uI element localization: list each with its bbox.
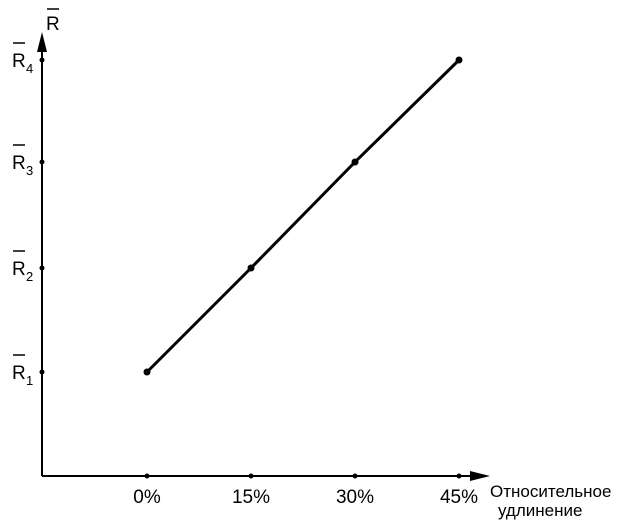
y-axis-title-text: R (46, 14, 60, 35)
y-tick-mark (39, 369, 45, 375)
y-axis-title: R (46, 8, 60, 35)
y-tick-label-text: R (12, 51, 26, 72)
x-axis-title-line: Относительное (490, 482, 611, 501)
y-tick-label-sub: 3 (26, 163, 33, 178)
y-tick-mark (39, 57, 45, 63)
y-tick-label-sub: 4 (26, 61, 33, 76)
x-tick-label: 0% (133, 487, 161, 508)
x-axis-arrow (470, 471, 490, 481)
data-point (143, 368, 151, 376)
x-tick-mark (144, 473, 150, 479)
axes (37, 32, 490, 481)
data-point (247, 264, 255, 272)
y-tick-label-text: R (12, 259, 26, 280)
x-tick-mark (248, 473, 254, 479)
x-tick-mark (456, 473, 462, 479)
x-tick-label: 30% (336, 487, 374, 508)
y-tick-label-sub: 2 (26, 269, 33, 284)
y-tick-mark (39, 265, 45, 271)
x-tick-mark (352, 473, 358, 479)
y-tick-label-text: R (12, 363, 26, 384)
labels: 0% 15% 30% 45%R 1R 2R 3R 4RОтносительноеудлинен… (12, 8, 611, 520)
series (143, 56, 463, 376)
x-axis-title-line: удлинение (498, 501, 582, 520)
data-point (351, 158, 359, 166)
x-tick-label: 15% (232, 487, 270, 508)
ticks (39, 57, 462, 479)
y-tick-label-sub: 1 (26, 373, 33, 388)
y-axis-arrow (37, 32, 47, 52)
y-tick-mark (39, 159, 45, 165)
x-tick-label: 45% (440, 487, 478, 508)
y-tick-label-text: R (12, 153, 26, 174)
data-point (455, 56, 463, 64)
series-line (145, 58, 461, 374)
